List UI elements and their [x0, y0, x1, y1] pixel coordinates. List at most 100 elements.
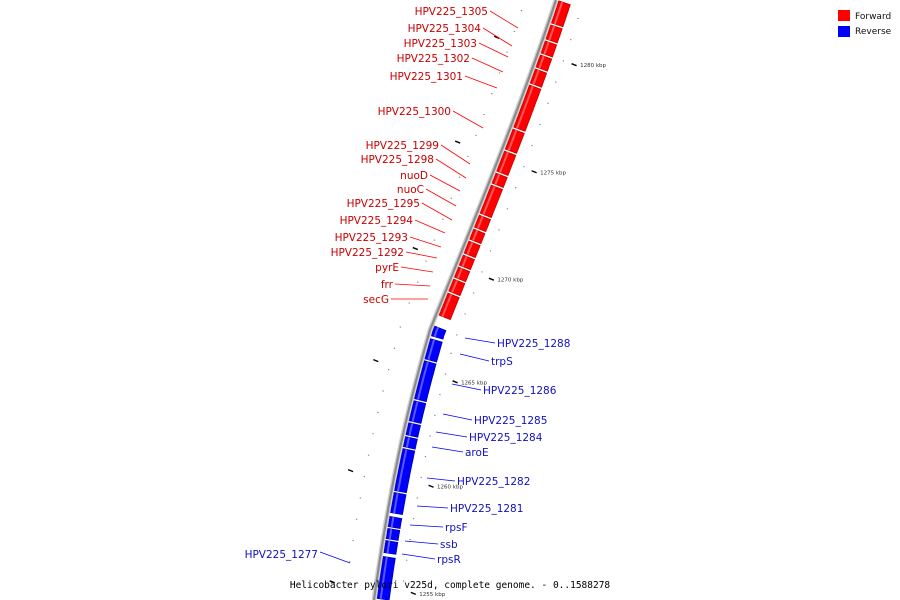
forward-gene-block	[496, 150, 517, 177]
reverse-gene-block	[376, 556, 396, 600]
reverse-gene-label: rpsR	[437, 554, 461, 566]
reverse-gene-label: aroE	[465, 447, 489, 459]
minor-tick	[352, 539, 354, 542]
minor-tick	[562, 60, 565, 62]
reverse-gene-block-highlight	[386, 540, 391, 554]
forward-leader	[421, 202, 453, 221]
reverse-leader	[426, 477, 456, 482]
gene-features	[376, 0, 571, 600]
forward-leader	[414, 219, 446, 234]
major-tick	[452, 380, 458, 384]
minor-tick	[514, 187, 517, 189]
minor-tick	[349, 561, 351, 563]
reverse-gene-block-highlight	[433, 327, 439, 338]
minor-tick	[363, 475, 366, 478]
minor-ticks	[345, 9, 579, 584]
forward-leader	[440, 144, 471, 165]
minor-tick	[498, 229, 500, 231]
forward-leader	[452, 110, 484, 129]
forward-gene-block	[504, 128, 525, 154]
minor-tick	[464, 313, 466, 315]
reverse-gene-block	[402, 436, 418, 450]
reverse-gene-block-highlight	[408, 423, 414, 436]
forward-gene-block-highlight	[476, 215, 484, 229]
reverse-leader	[404, 540, 439, 545]
minor-tick	[345, 582, 348, 584]
major-tick	[488, 277, 495, 281]
forward-leader	[478, 42, 509, 58]
forward-gene-label: nuoD	[400, 170, 428, 182]
minor-tick	[416, 281, 419, 283]
legend-forward-swatch	[838, 10, 850, 21]
reverse-gene-block-highlight	[393, 492, 399, 514]
minor-tick	[523, 165, 525, 168]
forward-gene-label: secG	[363, 294, 389, 306]
minor-tick	[399, 326, 402, 328]
reverse-gene-block-highlight	[397, 449, 408, 492]
forward-leader	[435, 158, 467, 179]
minor-tick	[520, 9, 523, 12]
reverse-leader	[409, 524, 444, 528]
minor-tick	[405, 559, 408, 561]
minor-tick	[409, 538, 411, 541]
forward-leader	[464, 75, 498, 89]
forward-leader	[471, 57, 504, 73]
forward-gene-block-highlight	[499, 151, 509, 173]
forward-gene-block-highlight	[494, 174, 501, 185]
forward-leader	[394, 283, 431, 287]
minor-tick	[489, 250, 492, 252]
forward-gene-block-highlight	[532, 69, 540, 85]
reverse-gene-block-highlight	[390, 516, 395, 528]
minor-tick	[467, 155, 469, 158]
major-tick	[571, 63, 577, 67]
minor-tick	[455, 334, 458, 336]
reverse-gene-label: rpsF	[445, 522, 468, 534]
minor-tick	[475, 134, 477, 137]
reverse-gene-block	[383, 540, 399, 555]
major-tick	[428, 484, 434, 488]
minor-tick	[498, 72, 501, 74]
reverse-gene-block-highlight	[416, 361, 429, 400]
forward-gene-label: HPV225_1303	[404, 38, 477, 50]
reverse-gene-block-highlight	[388, 528, 393, 540]
forward-gene-block-highlight	[472, 230, 479, 241]
reverse-gene-label: trpS	[491, 356, 513, 368]
reverse-gene-label: HPV225_1284	[469, 432, 543, 444]
forward-gene-label: HPV225_1305	[415, 6, 488, 18]
minor-tick	[359, 497, 362, 499]
minor-tick	[377, 411, 379, 414]
reverse-gene-label: HPV225_1285	[474, 415, 547, 427]
tick-label: 1275 kbp	[540, 170, 566, 176]
reverse-gene-block	[414, 360, 437, 403]
forward-gene-label: HPV225_1292	[331, 247, 404, 259]
reverse-gene-block	[431, 325, 447, 340]
minor-tick	[416, 497, 419, 499]
forward-gene-block	[469, 228, 486, 245]
reverse-leader	[416, 505, 449, 509]
legend: Forward Reverse	[838, 10, 892, 37]
forward-gene-label: nuoC	[397, 184, 424, 196]
forward-gene-block-highlight	[482, 186, 496, 215]
forward-gene-label: HPV225_1300	[378, 106, 451, 118]
reverse-gene-label: HPV225_1288	[497, 338, 570, 350]
tick-label: 1270 kbp	[497, 278, 523, 284]
forward-gene-label: HPV225_1302	[397, 53, 470, 65]
genome-axis	[372, 0, 558, 600]
forward-gene-label: HPV225_1295	[347, 198, 420, 210]
forward-gene-label: frr	[381, 279, 394, 291]
major-tick	[531, 170, 537, 174]
forward-gene-label: HPV225_1301	[390, 71, 463, 83]
forward-gene-block-highlight	[516, 85, 534, 129]
forward-gene-block-highlight	[451, 280, 458, 293]
reverse-gene-block	[390, 492, 407, 516]
minor-tick	[554, 81, 557, 83]
tick-label: 1255 kbp	[419, 592, 445, 598]
genome-title: Helicobacter pylori v225d, complete geno…	[290, 580, 611, 591]
reverse-leader	[451, 383, 482, 391]
reverse-leader	[401, 553, 436, 560]
reverse-gene-block	[394, 448, 416, 494]
minor-tick	[450, 197, 453, 199]
tick-label: 1280 kbp	[580, 63, 606, 69]
minor-tick	[387, 368, 390, 371]
